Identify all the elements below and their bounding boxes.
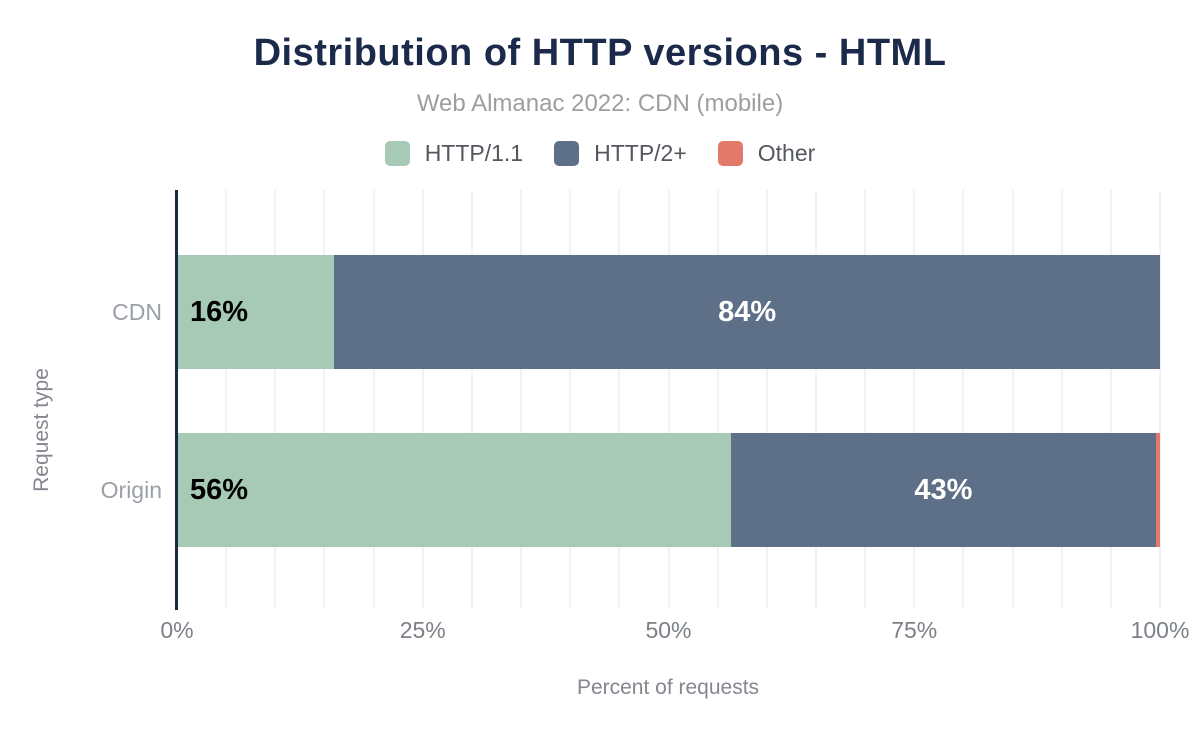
y-axis-line [175, 190, 178, 610]
gridline [1060, 190, 1063, 608]
gridline [1159, 190, 1161, 608]
gridline [618, 190, 621, 608]
gridline [470, 190, 473, 608]
bar-row: 56% 43% [177, 433, 1160, 547]
gridline [372, 190, 375, 608]
legend-swatch [384, 141, 410, 166]
legend-label: HTTP/1.1 [424, 140, 524, 166]
y-axis-title: Request type [30, 368, 53, 492]
legend-swatch [717, 141, 743, 166]
gridline [569, 190, 572, 608]
x-axis-title: Percent of requests [576, 676, 760, 699]
bar-segment: 84% [334, 255, 1160, 369]
plot-area: 16% 84% 56% 43% [177, 190, 1161, 608]
gridline [323, 190, 326, 608]
gridline [520, 190, 523, 608]
gridline [1011, 190, 1014, 608]
gridline [225, 190, 228, 608]
bar-value-label: 56% [190, 473, 249, 506]
bar-value-label: 16% [190, 295, 249, 328]
chart-subtitle: Web Almanac 2022: CDN (mobile) [416, 90, 784, 117]
bar-row: 16% 84% [177, 255, 1160, 369]
legend-swatch [554, 141, 580, 166]
x-tick-label: 0% [160, 617, 194, 643]
gridline [864, 190, 867, 608]
gridline [667, 190, 670, 608]
gridline [421, 190, 424, 608]
gridline [716, 190, 719, 608]
legend-label: Other [757, 140, 816, 166]
x-tick-label: 75% [891, 617, 938, 643]
legend-item: Other [717, 140, 816, 167]
gridline [765, 190, 768, 608]
gridline [1109, 190, 1112, 608]
gridline [913, 190, 916, 608]
category-label: CDN [112, 299, 162, 325]
gridline [962, 190, 965, 608]
gridline [814, 190, 817, 608]
category-label: Origin [100, 477, 162, 503]
chart-title: Distribution of HTTP versions - HTML [253, 32, 947, 74]
x-tick-label: 25% [399, 617, 446, 643]
bar-segment: 16% [177, 255, 335, 369]
legend-item: HTTP/1.1 [384, 140, 524, 167]
x-tick-label: 50% [645, 617, 692, 643]
legend-item: HTTP/2+ [554, 140, 687, 167]
bar-segment: 43% [730, 433, 1157, 547]
x-tick-label: 100% [1130, 617, 1190, 643]
bar-value-label: 84% [718, 295, 777, 328]
legend: HTTP/1.1 HTTP/2+ Other [0, 140, 1200, 167]
bar-segment [1156, 433, 1160, 547]
legend-label: HTTP/2+ [594, 140, 687, 166]
bar-segment: 56% [177, 433, 731, 547]
bar-value-label: 43% [914, 473, 973, 506]
gridline [274, 190, 277, 608]
